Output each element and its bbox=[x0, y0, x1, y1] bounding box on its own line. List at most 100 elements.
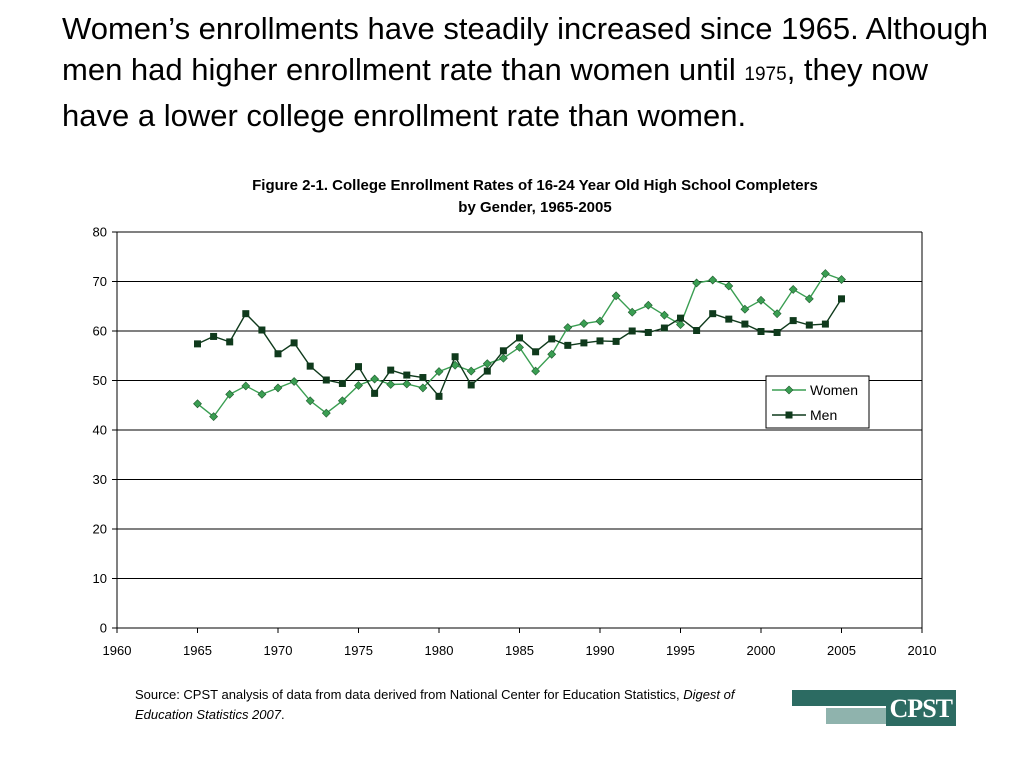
point-women-1986 bbox=[531, 366, 541, 376]
point-women-1972 bbox=[305, 396, 315, 406]
point-women-1974 bbox=[337, 396, 347, 406]
source-note: Source: CPST analysis of data from data … bbox=[135, 685, 755, 725]
chart-title: Figure 2-1. College Enrollment Rates of … bbox=[0, 175, 1024, 219]
point-men-1979 bbox=[419, 374, 427, 382]
point-women-1971 bbox=[289, 377, 299, 386]
point-men-2000 bbox=[757, 327, 765, 335]
point-men-1985 bbox=[516, 334, 523, 342]
y-tick-label: 80 bbox=[93, 225, 107, 240]
point-women-1987 bbox=[547, 349, 557, 359]
y-tick-label: 70 bbox=[93, 274, 107, 289]
point-men-2004 bbox=[821, 320, 829, 328]
legend-label-women: Women bbox=[810, 382, 858, 398]
point-women-1977 bbox=[386, 380, 396, 389]
chart-title-line2: by Gender, 1965-2005 bbox=[458, 199, 612, 216]
point-women-2003 bbox=[804, 294, 814, 304]
x-tick-label: 2005 bbox=[827, 643, 856, 658]
point-men-2003 bbox=[805, 321, 813, 329]
point-women-1994 bbox=[659, 310, 669, 320]
legend-marker-men bbox=[785, 411, 793, 419]
point-men-1983 bbox=[483, 367, 491, 375]
point-men-1981 bbox=[451, 353, 459, 361]
headline: Women’s enrollments have steadily increa… bbox=[62, 8, 1002, 136]
point-women-1969 bbox=[257, 389, 267, 399]
point-women-1995 bbox=[676, 320, 685, 329]
point-women-1989 bbox=[579, 319, 589, 328]
point-women-2004 bbox=[820, 269, 830, 279]
point-women-1978 bbox=[402, 379, 412, 389]
point-men-1965 bbox=[194, 340, 201, 348]
source-publication: Digest of Education Statistics 2007 bbox=[135, 687, 735, 722]
point-men-1992 bbox=[628, 327, 636, 335]
headline-part2: , they now have a lower college enrollme… bbox=[62, 52, 928, 133]
point-men-1967 bbox=[226, 338, 234, 346]
point-men-1991 bbox=[612, 337, 620, 345]
point-men-1994 bbox=[660, 324, 668, 332]
point-women-1984 bbox=[498, 353, 508, 363]
point-women-1976 bbox=[370, 374, 380, 384]
point-men-1976 bbox=[371, 389, 379, 397]
chart-title-line1: Figure 2-1. College Enrollment Rates of … bbox=[252, 177, 818, 194]
point-men-2002 bbox=[789, 317, 797, 325]
point-women-1998 bbox=[724, 281, 734, 291]
point-women-1966 bbox=[209, 412, 219, 422]
point-men-1989 bbox=[580, 339, 588, 347]
point-women-1982 bbox=[466, 366, 476, 376]
point-women-1992 bbox=[627, 307, 637, 317]
point-men-1993 bbox=[644, 328, 652, 336]
legend-label-men: Men bbox=[810, 407, 837, 423]
point-women-1985 bbox=[515, 342, 524, 352]
point-men-1998 bbox=[725, 315, 733, 323]
x-tick-label: 1965 bbox=[183, 643, 212, 658]
point-men-1973 bbox=[322, 376, 330, 384]
point-men-1977 bbox=[387, 366, 395, 374]
point-men-1970 bbox=[274, 350, 282, 358]
point-women-1975 bbox=[354, 381, 363, 390]
point-men-1984 bbox=[499, 347, 507, 355]
cpst-logo: CPST bbox=[792, 690, 956, 726]
point-men-1997 bbox=[709, 310, 717, 318]
x-tick-label: 2010 bbox=[908, 643, 937, 658]
point-men-1996 bbox=[693, 327, 701, 335]
point-women-1979 bbox=[418, 383, 428, 393]
point-men-1980 bbox=[435, 392, 443, 400]
y-tick-label: 30 bbox=[93, 472, 107, 487]
point-women-1968 bbox=[241, 381, 251, 391]
point-women-1996 bbox=[692, 278, 702, 288]
point-men-2005 bbox=[838, 295, 845, 303]
y-tick-label: 0 bbox=[100, 621, 107, 636]
point-women-1970 bbox=[273, 383, 283, 393]
point-men-1968 bbox=[242, 310, 250, 318]
point-men-1972 bbox=[306, 362, 314, 370]
x-tick-label: 1985 bbox=[505, 643, 534, 658]
point-men-1990 bbox=[596, 337, 604, 345]
legend-box bbox=[765, 375, 870, 429]
point-men-1969 bbox=[258, 326, 266, 334]
point-men-1982 bbox=[467, 381, 475, 389]
point-men-1974 bbox=[338, 379, 346, 387]
y-tick-label: 20 bbox=[93, 522, 107, 537]
x-tick-label: 1990 bbox=[586, 643, 615, 658]
point-men-1975 bbox=[355, 363, 362, 371]
y-tick-label: 40 bbox=[93, 423, 107, 438]
y-tick-label: 10 bbox=[93, 571, 107, 586]
point-men-1978 bbox=[403, 371, 411, 379]
point-women-1990 bbox=[595, 316, 605, 326]
headline-part1: Women’s enrollments have steadily increa… bbox=[62, 11, 988, 87]
legend-marker-women bbox=[784, 385, 794, 395]
point-women-1997 bbox=[708, 275, 718, 285]
point-men-1971 bbox=[290, 339, 298, 347]
x-tick-label: 1995 bbox=[666, 643, 695, 658]
point-women-1991 bbox=[611, 291, 621, 301]
logo-text: CPST bbox=[885, 692, 956, 726]
x-tick-label: 1980 bbox=[425, 643, 454, 658]
point-men-1999 bbox=[741, 320, 749, 328]
point-women-2001 bbox=[772, 309, 782, 319]
point-women-2005 bbox=[837, 275, 846, 284]
point-women-2002 bbox=[788, 284, 798, 294]
point-women-1967 bbox=[225, 389, 235, 399]
source-prefix: Source: CPST analysis of data from data … bbox=[135, 687, 684, 702]
point-women-1999 bbox=[740, 304, 750, 314]
point-men-1966 bbox=[210, 332, 218, 340]
